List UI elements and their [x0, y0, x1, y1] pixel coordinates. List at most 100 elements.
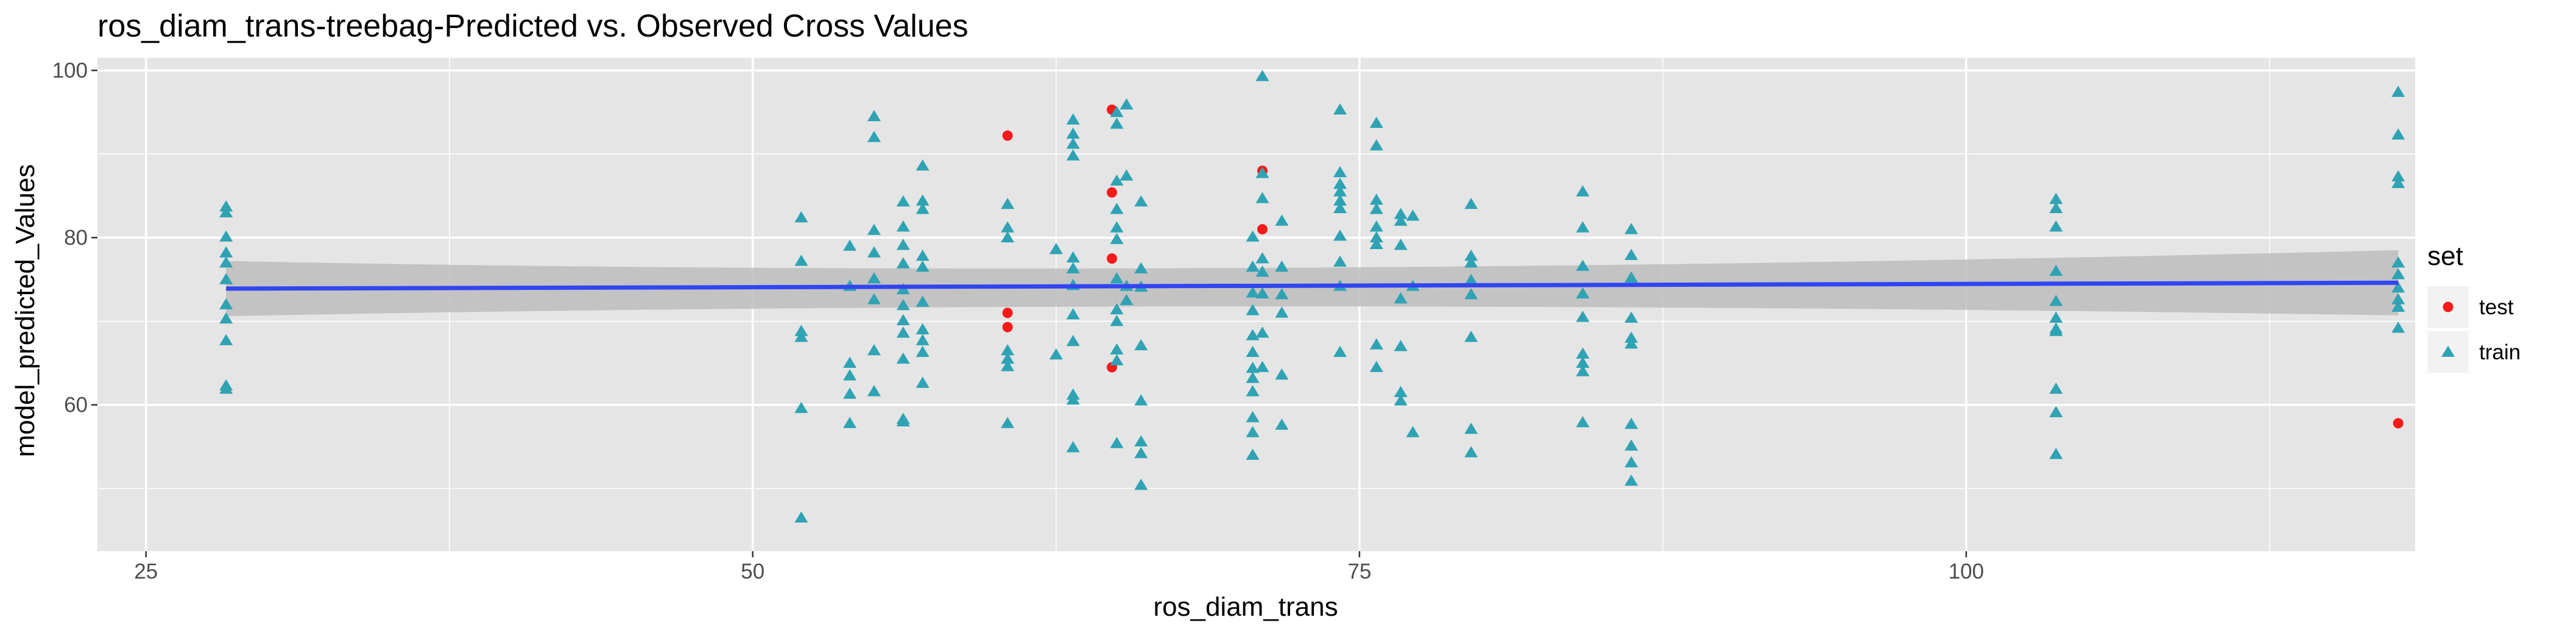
train-point [1001, 352, 1015, 364]
train-point [916, 202, 930, 214]
train-point [1369, 361, 1383, 372]
train-point [1255, 166, 1269, 178]
x-tick-label: 25 [134, 560, 158, 583]
train-point [896, 239, 910, 250]
train-point [219, 312, 233, 324]
train-point [1246, 448, 1260, 460]
legend-marker-test [2443, 301, 2454, 312]
x-tick-label: 100 [1949, 560, 1984, 583]
train-point [1246, 286, 1260, 298]
train-point [2049, 295, 2063, 306]
train-point [1246, 345, 1260, 358]
train-point [1333, 255, 1347, 267]
train-point [1134, 339, 1148, 351]
train-point [1110, 354, 1124, 365]
train-point [1255, 192, 1269, 203]
train-point [2049, 325, 2063, 336]
train-point [1464, 446, 1478, 457]
train-point [1134, 394, 1148, 406]
train-point [867, 385, 881, 396]
train-point [1110, 174, 1124, 186]
train-point [1369, 238, 1383, 250]
train-point [896, 326, 910, 338]
train-point [1464, 249, 1478, 261]
train-point [1333, 202, 1347, 213]
train-point [867, 110, 881, 121]
x-axis-title: ros_diam_trans [1153, 592, 1338, 622]
train-point [1275, 306, 1289, 318]
train-point [1625, 417, 1639, 429]
train-point [1275, 214, 1289, 226]
train-point [1120, 169, 1134, 181]
train-point [1246, 372, 1260, 383]
train-point [2049, 382, 2063, 394]
train-point [2049, 202, 2063, 213]
train-point [1394, 214, 1408, 226]
train-point [2049, 448, 2063, 459]
train-point [1246, 304, 1260, 315]
train-point [794, 511, 808, 523]
y-tick-label: 80 [64, 226, 88, 250]
train-point [219, 273, 233, 284]
train-point [896, 257, 910, 269]
train-point [2391, 321, 2405, 333]
train-point [1110, 343, 1124, 355]
train-point [1625, 311, 1639, 323]
train-point [1049, 348, 1063, 360]
train-point [219, 206, 233, 217]
train-point [1120, 98, 1134, 110]
train-point [1246, 230, 1260, 242]
train-point [1275, 260, 1289, 272]
train-point [1394, 239, 1408, 250]
train-point [1110, 272, 1124, 284]
train-point [896, 220, 910, 232]
train-point [843, 356, 857, 368]
train-point [1464, 423, 1478, 434]
train-point [1625, 439, 1639, 451]
data-points [219, 69, 2405, 523]
train-point [1275, 368, 1289, 380]
train-point [1625, 456, 1639, 468]
train-point [1576, 287, 1590, 299]
train-point [2391, 177, 2405, 188]
test-point [1257, 224, 1268, 234]
train-point [1369, 231, 1383, 243]
train-point [1066, 393, 1080, 405]
train-point [916, 323, 930, 335]
train-point [1049, 242, 1063, 255]
train-point [219, 298, 233, 309]
legend-label-train: train [2479, 340, 2521, 364]
train-point [794, 331, 808, 342]
train-point [1066, 441, 1080, 453]
train-point [1369, 338, 1383, 350]
train-point [896, 195, 910, 207]
train-point [1255, 252, 1269, 264]
x-axis: 25 50 75 100 [134, 551, 1984, 583]
train-point [867, 246, 881, 258]
train-point [1576, 259, 1590, 271]
train-point [1394, 394, 1408, 406]
x-tick-label: 50 [741, 560, 764, 583]
train-point [1066, 149, 1080, 161]
train-point [1625, 248, 1639, 260]
train-point [1576, 356, 1590, 368]
train-point [794, 255, 808, 266]
train-point [916, 159, 930, 171]
train-point [1333, 194, 1347, 206]
train-point [867, 272, 881, 284]
train-point [1394, 208, 1408, 219]
train-point [1066, 251, 1080, 262]
regression-line [226, 280, 2399, 291]
legend-label-test: test [2479, 295, 2514, 319]
train-point [916, 260, 930, 272]
train-point [1110, 221, 1124, 233]
train-point [1625, 331, 1639, 343]
chart-title: ros_diam_trans-treebag-Predicted vs. Obs… [97, 9, 969, 44]
trend-line [226, 280, 2399, 291]
train-point [1110, 314, 1124, 326]
train-point [1625, 271, 1639, 283]
train-point [843, 369, 857, 381]
train-point [794, 211, 808, 223]
train-point [896, 352, 910, 364]
train-point [1066, 137, 1080, 149]
